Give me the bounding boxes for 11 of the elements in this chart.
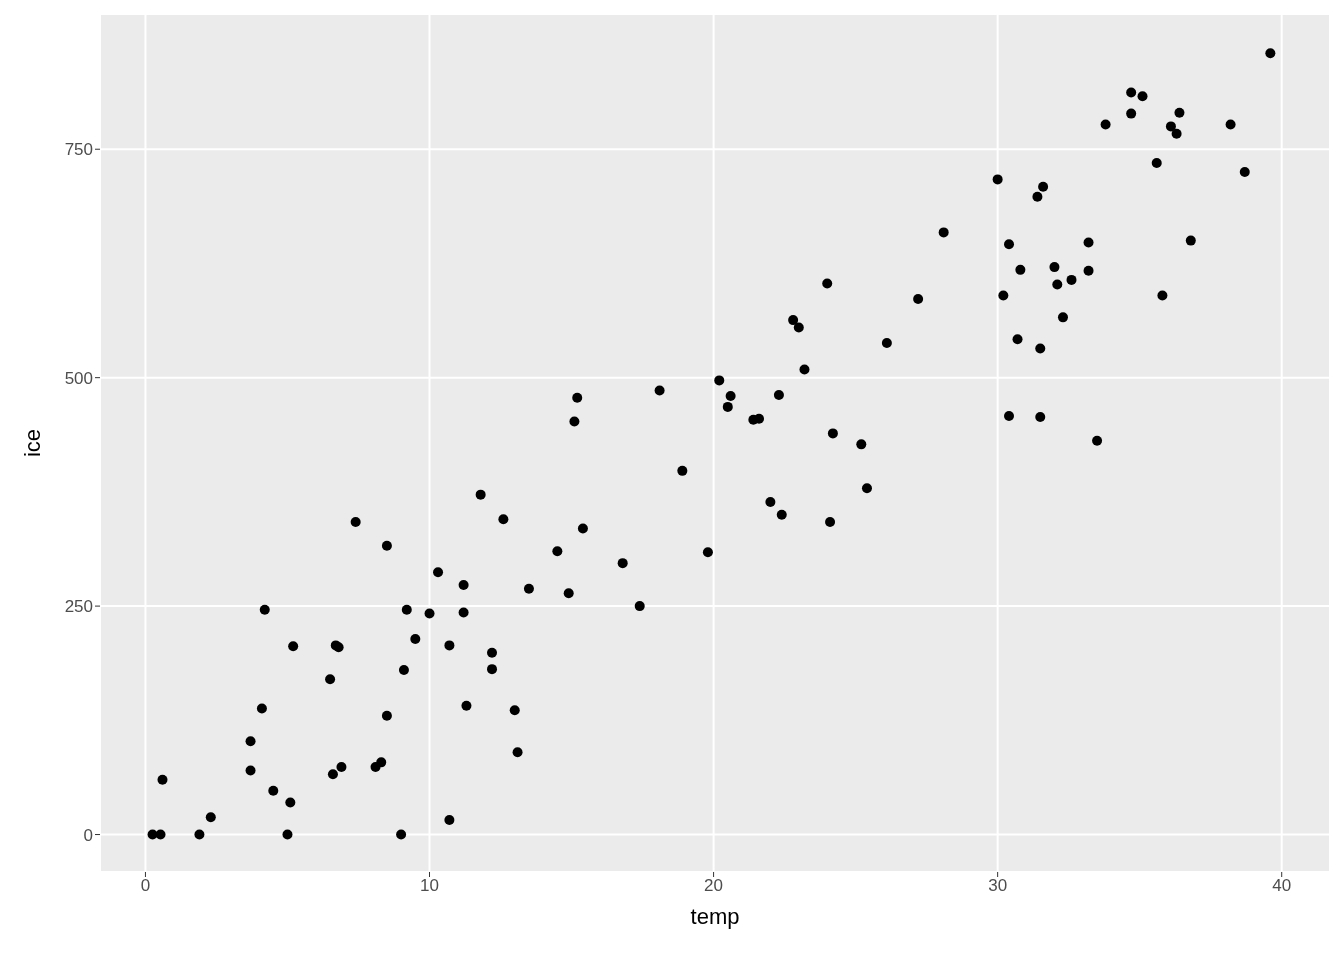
x-tick-label: 40 [1272, 876, 1292, 896]
x-tick-label: 20 [704, 876, 724, 896]
y-tick-label: 500 [64, 368, 93, 388]
y-tick-label: 250 [64, 597, 93, 617]
y-axis-title: ice [19, 428, 45, 458]
y-tick-label: 0 [83, 825, 93, 845]
x-tick-label: 10 [420, 876, 439, 896]
x-axis-title: temp [690, 904, 740, 929]
y-tick-label: 750 [64, 140, 93, 160]
x-tick-label: 30 [988, 876, 1008, 896]
x-tick-label: 0 [140, 876, 151, 896]
